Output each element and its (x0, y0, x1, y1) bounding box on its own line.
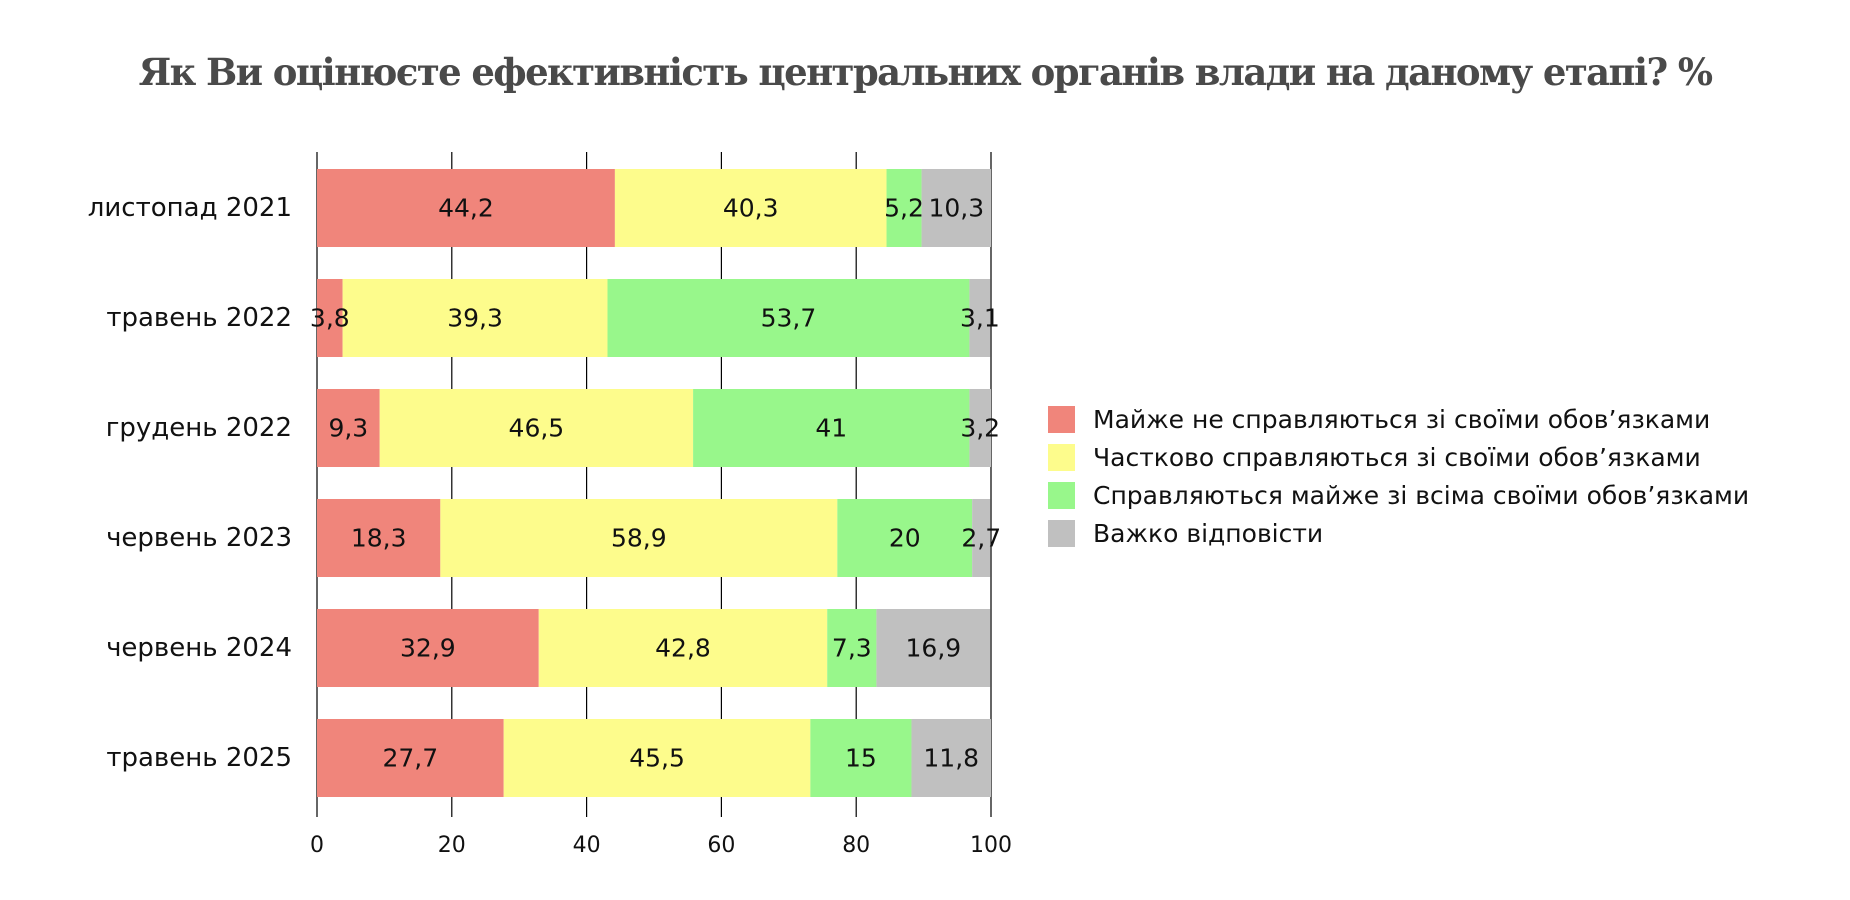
legend-item: Важко відповісти (1048, 514, 1749, 552)
data-label: 11,8 (923, 744, 979, 773)
data-label: 3,8 (310, 304, 350, 333)
data-label: 41 (815, 414, 847, 443)
legend-swatch (1048, 443, 1075, 471)
data-label: 39,3 (447, 304, 503, 333)
chart-legend: Майже не справляються зі своїми обов’язк… (1048, 400, 1749, 552)
bar-segment (379, 389, 694, 467)
data-label: 58,9 (611, 524, 667, 553)
x-tick-label: 20 (438, 833, 466, 858)
legend-label: Важко відповісти (1093, 518, 1324, 548)
legend-swatch (1048, 405, 1075, 433)
data-label: 45,5 (629, 744, 685, 773)
bar-segment (969, 279, 991, 357)
legend-item: Справляються майже зі всіма своїми обов’… (1048, 476, 1749, 514)
data-label: 27,7 (383, 744, 439, 773)
data-label: 40,3 (723, 194, 779, 223)
category-label: грудень 2022 (106, 413, 292, 443)
bar-segment (317, 169, 615, 247)
x-tick-label: 60 (707, 833, 735, 858)
x-tick-label: 80 (842, 833, 870, 858)
bar-segment (614, 169, 887, 247)
legend-label: Частково справляються зі своїми обов’язк… (1093, 442, 1701, 472)
chart-title: Як Ви оцінюєте ефективність центральних … (138, 50, 1713, 94)
legend-label: Майже не справляються зі своїми обов’язк… (1093, 404, 1711, 434)
x-tick-label: 40 (573, 833, 601, 858)
data-label: 2,7 (961, 524, 1001, 553)
bar-segment (317, 719, 504, 797)
data-label: 32,9 (400, 634, 456, 663)
category-label: червень 2023 (106, 523, 292, 553)
bar-segment (972, 499, 991, 577)
bar-segment (886, 169, 922, 247)
data-label: 18,3 (351, 524, 407, 553)
data-label: 3,2 (960, 414, 1000, 443)
data-label: 20 (889, 524, 921, 553)
bar-segment (503, 719, 811, 797)
category-label: листопад 2021 (88, 193, 292, 223)
bar-segment (440, 499, 838, 577)
data-label: 53,7 (761, 304, 817, 333)
bar-segment (827, 609, 877, 687)
data-label: 46,5 (509, 414, 565, 443)
bar-segment (921, 169, 991, 247)
bar-segment (810, 719, 912, 797)
legend-swatch (1048, 481, 1075, 509)
bar-segment (317, 609, 539, 687)
bar-segment (911, 719, 991, 797)
legend-swatch (1048, 519, 1075, 547)
data-label: 5,2 (884, 194, 924, 223)
data-label: 15 (845, 744, 877, 773)
legend-item: Частково справляються зі своїми обов’язк… (1048, 438, 1749, 476)
bar-segment (317, 389, 380, 467)
bar-segment (607, 279, 970, 357)
x-tick-label: 0 (310, 833, 324, 858)
bar-segment (693, 389, 970, 467)
category-label: червень 2024 (106, 633, 292, 663)
data-label: 44,2 (438, 194, 494, 223)
bar-segment (876, 609, 991, 687)
data-label: 42,8 (655, 634, 711, 663)
bar-segment (538, 609, 828, 687)
data-label: 7,3 (832, 634, 872, 663)
bar-segment (342, 279, 608, 357)
bar-segment (317, 499, 441, 577)
data-label: 10,3 (928, 194, 984, 223)
category-label: травень 2025 (106, 743, 292, 773)
data-label: 3,1 (960, 304, 1000, 333)
category-label: травень 2022 (106, 303, 292, 333)
bar-segment (837, 499, 973, 577)
bar-segment (969, 389, 991, 467)
data-label: 16,9 (906, 634, 962, 663)
x-tick-label: 100 (970, 833, 1012, 858)
legend-item: Майже не справляються зі своїми обов’язк… (1048, 400, 1749, 438)
legend-label: Справляються майже зі всіма своїми обов’… (1093, 480, 1750, 510)
bar-segment (317, 279, 343, 357)
data-label: 9,3 (328, 414, 368, 443)
